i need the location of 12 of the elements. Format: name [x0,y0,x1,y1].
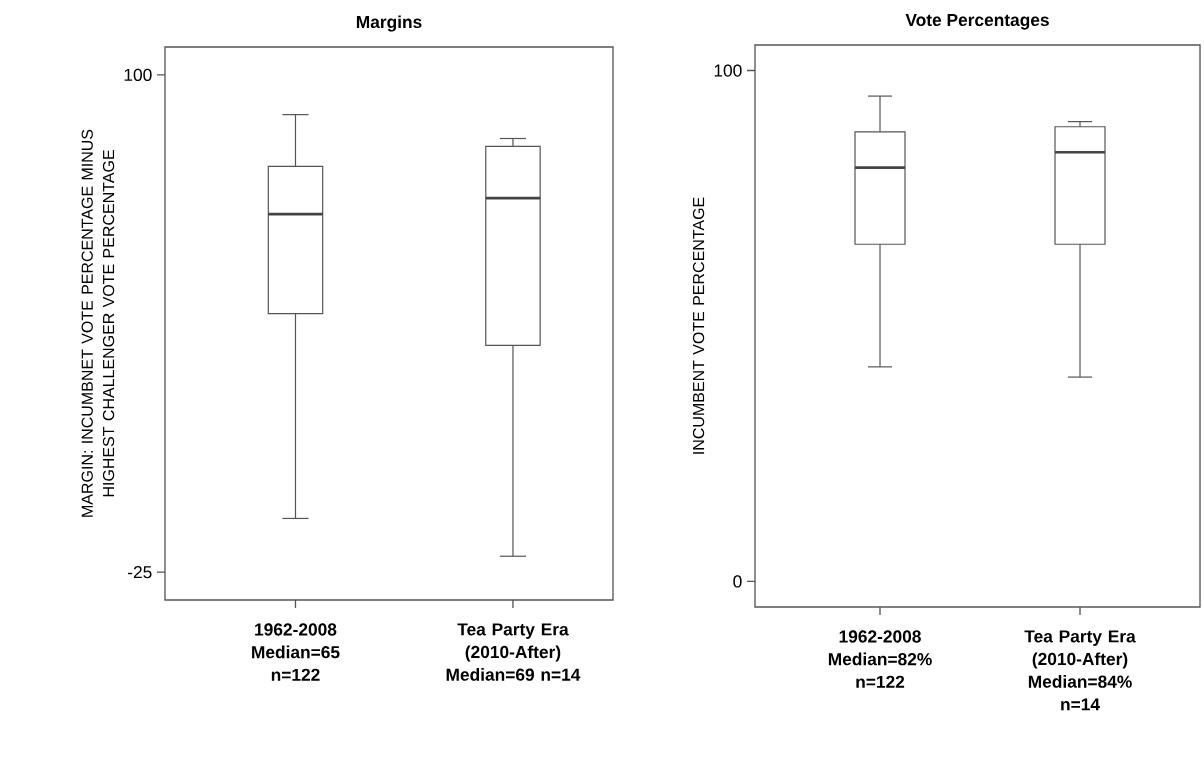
y-tick-label: 100 [124,68,152,81]
x-tick-label: Tea Party Era (2010-After) Median=84% n=14 [1024,630,1136,711]
y-axis-title: MARGIN: INCUMBNET VOTE PERCENTAGE MINUS HIGHEST CHALLENGER VOTE PERCENTAGE [81,129,115,517]
x-tick-label: 1962-2008 Median=82% n=122 [828,630,932,688]
chart-title: Margins [356,15,422,32]
y-tick-label: 100 [714,64,742,77]
y-tick-label: 0 [733,575,742,588]
chart-title: Vote Percentages [905,14,1049,30]
y-axis-title: INCUMBENT VOTE PERCENTAGE [692,197,705,454]
y-tick-label: -25 [128,566,152,579]
x-tick-label: Tea Party Era (2010-After) Median=69 n=14 [446,623,581,681]
x-tick-label: 1962-2008 Median=65 n=122 [252,623,340,681]
